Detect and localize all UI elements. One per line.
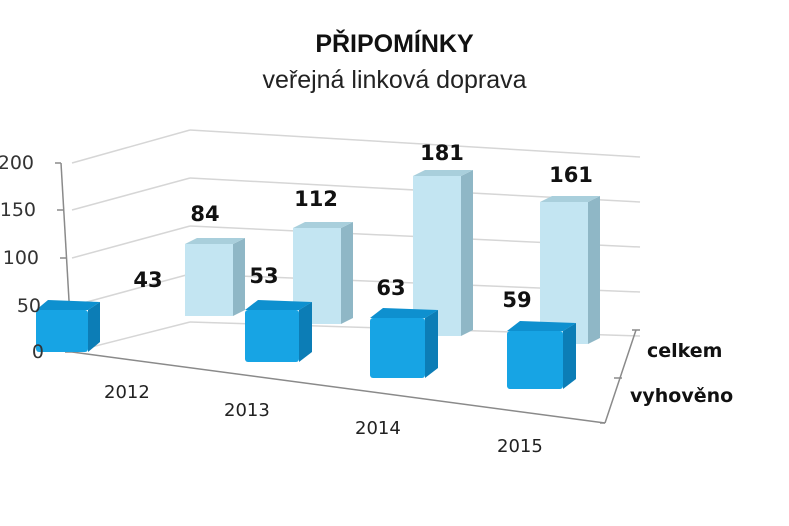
- chart-title: PŘIPOMÍNKY: [315, 30, 474, 58]
- data-label-vyhoveno-2012: 43: [133, 268, 163, 292]
- data-label-vyhoveno-2013: 53: [249, 264, 279, 288]
- series-celkem: [185, 170, 600, 344]
- series-vyhoveno: [36, 300, 576, 389]
- y-tick-50: 50: [16, 295, 41, 317]
- series-label-vyhoveno: vyhověno: [630, 385, 734, 407]
- x-tick-2013: 2013: [224, 400, 270, 421]
- x-tick-2015: 2015: [497, 436, 543, 457]
- y-tick-0: 0: [31, 341, 44, 363]
- series-label-celkem: celkem: [647, 340, 723, 362]
- y-tick-200: 200: [0, 152, 34, 174]
- y-tick-100: 100: [2, 247, 39, 269]
- x-tick-2014: 2014: [355, 418, 401, 439]
- chart-subtitle: veřejná linková doprava: [262, 66, 527, 94]
- x-axis: [71, 329, 640, 424]
- x-tick-2012: 2012: [104, 382, 150, 403]
- data-label-celkem-2015: 161: [549, 163, 593, 187]
- data-label-vyhoveno-2014: 63: [376, 276, 406, 300]
- data-label-celkem-2012: 84: [190, 202, 220, 226]
- data-label-celkem-2014: 181: [420, 141, 464, 165]
- data-label-vyhoveno-2015: 59: [502, 288, 532, 312]
- data-label-celkem-2013: 112: [294, 187, 338, 211]
- y-tick-150: 150: [0, 199, 36, 221]
